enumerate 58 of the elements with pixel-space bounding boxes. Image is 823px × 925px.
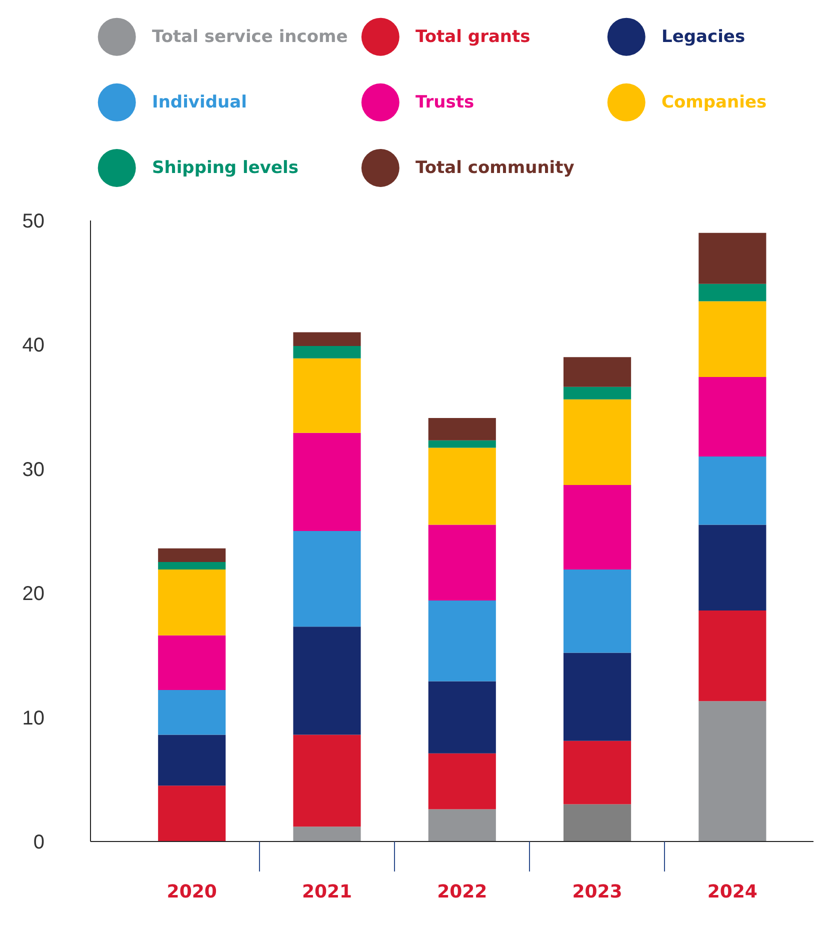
bar	[293, 734, 361, 827]
x-tick-label: 2024	[707, 882, 758, 902]
bar	[428, 681, 496, 754]
bar	[428, 448, 496, 525]
bar	[158, 548, 226, 562]
bar	[698, 232, 766, 284]
bar	[158, 690, 226, 735]
bar	[158, 786, 226, 842]
y-tick-label: 0	[33, 832, 44, 854]
bar	[428, 600, 496, 682]
bar	[428, 524, 496, 601]
bar	[563, 485, 632, 570]
bar	[158, 734, 226, 786]
bar	[698, 284, 766, 302]
bar	[563, 570, 632, 653]
bar	[158, 635, 226, 690]
bar	[698, 701, 766, 842]
y-tick-label: 50	[22, 210, 45, 232]
legend-label: Total grants	[416, 26, 530, 47]
bar	[428, 809, 496, 842]
bar	[698, 610, 766, 702]
bar	[293, 358, 361, 433]
y-tick-label: 40	[22, 334, 45, 357]
bar	[158, 562, 226, 570]
bar	[293, 826, 361, 842]
bar	[563, 740, 632, 804]
x-tick-label: 2023	[572, 882, 622, 902]
bar	[563, 357, 632, 387]
y-tick-label: 20	[22, 583, 45, 606]
bar	[698, 524, 766, 610]
bar	[428, 753, 496, 810]
bar	[428, 418, 496, 440]
legend-label: Total community	[416, 158, 574, 178]
legend-label: Individual	[152, 92, 247, 112]
legend-label: Shipping levels	[152, 158, 298, 178]
bar	[563, 652, 632, 741]
bar	[428, 440, 496, 448]
bar	[293, 332, 361, 346]
legend-label: Trusts	[416, 92, 474, 112]
x-tick-label: 2021	[302, 882, 352, 902]
bar	[158, 570, 226, 636]
bar	[293, 346, 361, 358]
bar	[698, 456, 766, 525]
x-tick-label: 2022	[437, 882, 488, 902]
bar	[698, 301, 766, 377]
bar	[293, 432, 361, 531]
bar	[698, 376, 766, 456]
bar	[563, 804, 632, 842]
y-tick-label: 30	[22, 458, 45, 481]
bar	[563, 386, 632, 400]
bar	[293, 626, 361, 735]
x-tick-label: 2020	[166, 882, 217, 902]
y-tick-label: 10	[22, 707, 45, 730]
bar	[563, 399, 632, 486]
bar	[293, 531, 361, 627]
legend-label: Companies	[662, 92, 767, 112]
legend-label: Legacies	[662, 26, 746, 47]
legend-label: Total service income	[152, 26, 348, 47]
